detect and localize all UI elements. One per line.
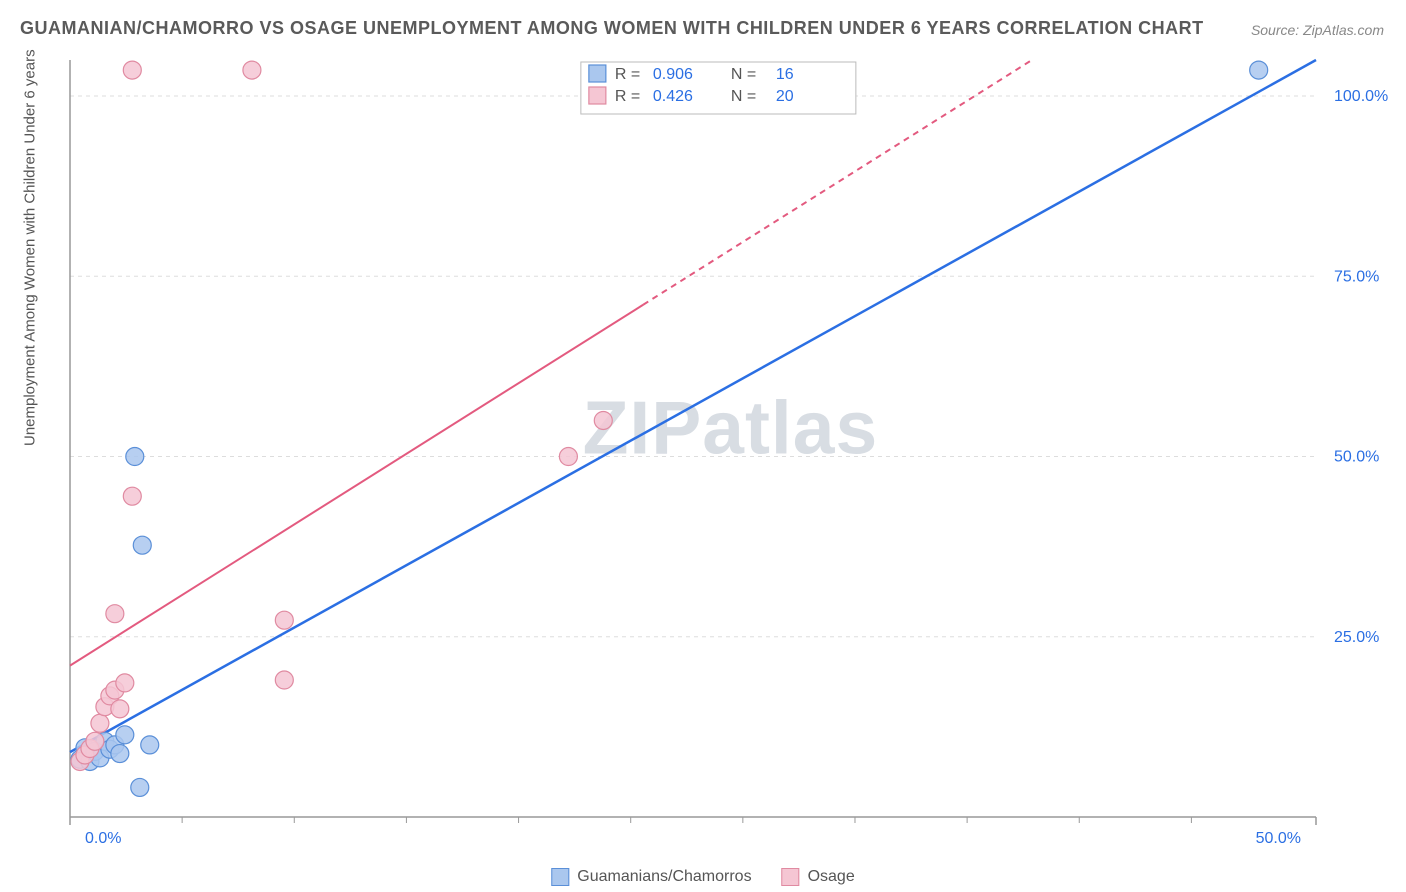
y-axis-label: Unemployment Among Women with Children U… <box>22 49 39 446</box>
y-tick-label: 50.0% <box>1334 449 1379 466</box>
svg-text:20: 20 <box>776 88 794 105</box>
y-tick-label: 100.0% <box>1334 88 1388 105</box>
x-tick-label: 50.0% <box>1256 830 1301 847</box>
svg-text:N =: N = <box>731 88 756 105</box>
svg-text:R =: R = <box>615 66 640 83</box>
svg-text:R =: R = <box>615 88 640 105</box>
legend-item: Osage <box>782 868 855 886</box>
y-tick-label: 75.0% <box>1334 268 1379 285</box>
watermark: ZIPatlas <box>583 386 879 470</box>
legend-label: Osage <box>808 868 855 886</box>
legend-stats: R = 0.906 N = 16 R = 0.426 N = 20 <box>581 62 856 114</box>
source-label: Source: ZipAtlas.com <box>1251 22 1384 38</box>
legend-swatch <box>551 868 569 886</box>
svg-text:N =: N = <box>731 66 756 83</box>
chart-title: GUAMANIAN/CHAMORRO VS OSAGE UNEMPLOYMENT… <box>20 18 1204 39</box>
chart-container: 25.0% 50.0% 75.0% 100.0% 0.0% 50.0% ZIPatlas R … <box>60 50 1396 852</box>
legend-bottom: Guamanians/Chamorros Osage <box>551 868 854 886</box>
y-tick-label: 25.0% <box>1334 629 1379 646</box>
svg-text:16: 16 <box>776 66 794 83</box>
legend-swatch <box>782 868 800 886</box>
x-tick-label: 0.0% <box>85 830 121 847</box>
svg-text:0.426: 0.426 <box>653 88 693 105</box>
svg-text:0.906: 0.906 <box>653 66 693 83</box>
legend-item: Guamanians/Chamorros <box>551 868 751 886</box>
scatter-plot: 25.0% 50.0% 75.0% 100.0% 0.0% 50.0% ZIPatlas R … <box>60 50 1396 852</box>
legend-label: Guamanians/Chamorros <box>577 868 751 886</box>
